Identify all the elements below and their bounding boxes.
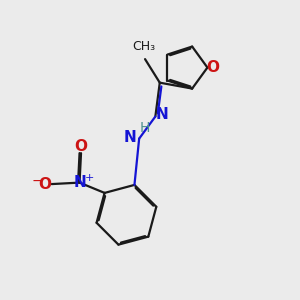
Text: +: + [85,173,94,183]
Text: CH₃: CH₃ [132,40,155,52]
Text: N: N [124,130,137,145]
Text: −: − [31,173,43,188]
Text: O: O [74,139,88,154]
Text: N: N [155,107,168,122]
Text: N: N [73,175,86,190]
Text: O: O [39,177,52,192]
Text: H: H [139,121,150,135]
Text: O: O [206,60,219,75]
